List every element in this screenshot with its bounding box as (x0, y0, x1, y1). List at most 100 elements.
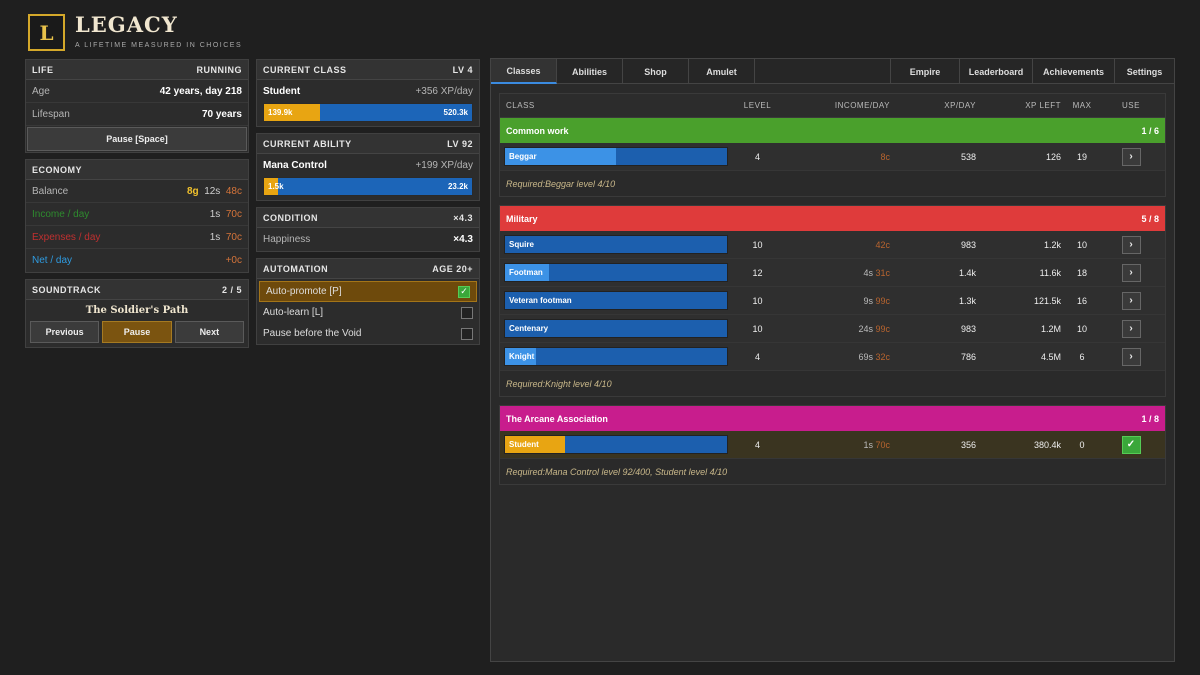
classes-table: CLASS LEVEL INCOME/DAY XP/DAY XP LEFT MA… (499, 93, 1166, 493)
class-income: 24s 99c (785, 324, 890, 334)
tab-leaderboard[interactable]: Leaderboard (960, 59, 1033, 84)
next-track-button[interactable]: Next (174, 321, 244, 343)
class-progress-bar: Student (504, 435, 728, 454)
track-name: The Soldier's Path (85, 304, 189, 316)
tab-classes[interactable]: Classes (491, 59, 557, 84)
table-row: Centenary 10 24s 99c 983 1.2M 10 › (500, 315, 1165, 343)
class-name: Student (509, 440, 539, 449)
tab-bar: Classes Abilities Shop Amulet Empire Lea… (491, 59, 1174, 84)
auto-learn-toggle[interactable]: Auto-learn [L] (257, 302, 479, 323)
app-logo: L (28, 14, 65, 51)
current-ability-title: CURRENT ABILITY (263, 138, 352, 149)
auto-learn-checkbox[interactable] (461, 306, 473, 319)
tab-empire[interactable]: Empire (891, 59, 960, 84)
middle-column: CURRENT CLASS LV 4 Student +356 XP/day 139… (256, 59, 480, 351)
income-copper: 31c (875, 267, 890, 278)
tab-achievements[interactable]: Achievements (1033, 59, 1115, 84)
group-header[interactable]: Military 5 / 8 (500, 206, 1165, 231)
current-class-title: CURRENT CLASS (263, 64, 347, 75)
auto-promote-toggle[interactable]: Auto-promote [P] ✓ (259, 281, 477, 302)
pause-button[interactable]: Pause [Space] (27, 127, 247, 151)
income-silver: 9s (863, 295, 873, 306)
class-max-level: 6 (1079, 351, 1085, 362)
happiness-value: ×4.3 (453, 234, 473, 245)
pause-before-void-label: Pause before the Void (263, 328, 362, 339)
class-xp-per-day: 983 (960, 323, 976, 334)
previous-track-button[interactable]: Previous (30, 321, 100, 343)
group-count: 1 / 8 (1141, 413, 1159, 424)
header-xp-left: XP LEFT (1025, 101, 1061, 110)
class-xp-per-day: 1.3k (958, 295, 976, 306)
class-max-level: 10 (1076, 239, 1087, 250)
class-level: 4 (754, 151, 760, 162)
class-income: 69s 32c (785, 352, 890, 362)
class-name: Footman (509, 268, 543, 277)
lifespan-value: 70 years (201, 108, 242, 120)
class-progress-fill (505, 148, 616, 165)
income-silver: 24s (858, 323, 873, 334)
class-income: 9s 99c (785, 296, 890, 306)
header-level: LEVEL (743, 101, 772, 110)
use-class-button[interactable]: › (1121, 147, 1141, 166)
class-progress-fill (505, 264, 550, 281)
automation-panel: AUTOMATION AGE 20+ Auto-promote [P] ✓ Aut… (256, 258, 480, 345)
group-name: Military (506, 213, 538, 224)
pause-before-void-toggle[interactable]: Pause before the Void (257, 323, 479, 344)
income-copper: 70c (875, 439, 890, 450)
class-progress-fill (505, 436, 565, 453)
current-class-xp-needed: 520.3k (443, 108, 468, 117)
header-max: MAX (1072, 101, 1092, 110)
pause-music-button[interactable]: Pause (102, 321, 172, 343)
class-level: 10 (752, 323, 763, 334)
use-class-button[interactable]: › (1121, 235, 1141, 254)
income-silver: 69s (858, 351, 873, 362)
table-row: Knight 4 69s 32c 786 4.5M 6 › (500, 343, 1165, 371)
income-copper: 32c (875, 351, 890, 362)
automation-title: AUTOMATION (263, 263, 329, 274)
tab-amulet[interactable]: Amulet (689, 59, 755, 84)
expenses-silver: 1s (209, 231, 221, 243)
use-class-button[interactable]: › (1121, 291, 1141, 310)
table-header: CLASS LEVEL INCOME/DAY XP/DAY XP LEFT MA… (499, 93, 1166, 117)
group-header[interactable]: The Arcane Association 1 / 8 (500, 406, 1165, 431)
condition-title: CONDITION (263, 212, 318, 223)
track-position: 2 / 5 (221, 284, 242, 295)
class-name: Centenary (509, 324, 549, 333)
use-class-button[interactable]: ✓ (1121, 435, 1141, 454)
use-class-button[interactable]: › (1121, 319, 1141, 338)
current-class-rate: +356 XP/day (415, 86, 473, 97)
header-use: USE (1122, 101, 1140, 110)
current-class-xp-current: 139.9k (268, 108, 293, 117)
tab-shop[interactable]: Shop (623, 59, 689, 84)
class-level: 12 (752, 267, 763, 278)
class-xp-per-day: 983 (960, 239, 976, 250)
class-xp-per-day: 538 (960, 151, 976, 162)
class-xp-per-day: 1.4k (958, 267, 976, 278)
class-progress-bar: Squire (504, 235, 728, 254)
condition-panel: CONDITION ×4.3 Happiness ×4.3 (256, 207, 480, 252)
tab-abilities[interactable]: Abilities (557, 59, 623, 84)
header-class: CLASS (506, 101, 535, 110)
use-class-button[interactable]: › (1121, 263, 1141, 282)
automation-age-requirement: AGE 20+ (432, 263, 473, 274)
expenses-label: Expenses / day (32, 231, 101, 243)
net-value: +0c (225, 255, 242, 266)
current-ability-xp-current: 1.5k (268, 182, 284, 191)
app-title: LEGACY (75, 12, 178, 37)
table-row: Beggar 4 8c 538 126 19 › (500, 143, 1165, 171)
class-max-level: 19 (1076, 151, 1087, 162)
economy-title: ECONOMY (32, 164, 83, 175)
age-value: 42 years, day 218 (159, 85, 242, 97)
soundtrack-title: SOUNDTRACK (32, 284, 101, 295)
current-class-panel: CURRENT CLASS LV 4 Student +356 XP/day 139… (256, 59, 480, 127)
auto-promote-checkbox[interactable]: ✓ (458, 285, 470, 298)
main-panel: Classes Abilities Shop Amulet Empire Lea… (490, 58, 1175, 662)
class-progress-bar: Footman (504, 263, 728, 282)
age-label: Age (32, 85, 50, 97)
use-class-button[interactable]: › (1121, 347, 1141, 366)
class-progress-bar: Knight (504, 347, 728, 366)
class-progress-fill (505, 348, 537, 365)
group-header[interactable]: Common work 1 / 6 (500, 118, 1165, 143)
tab-settings[interactable]: Settings (1126, 66, 1163, 77)
pause-before-void-checkbox[interactable] (461, 327, 473, 340)
